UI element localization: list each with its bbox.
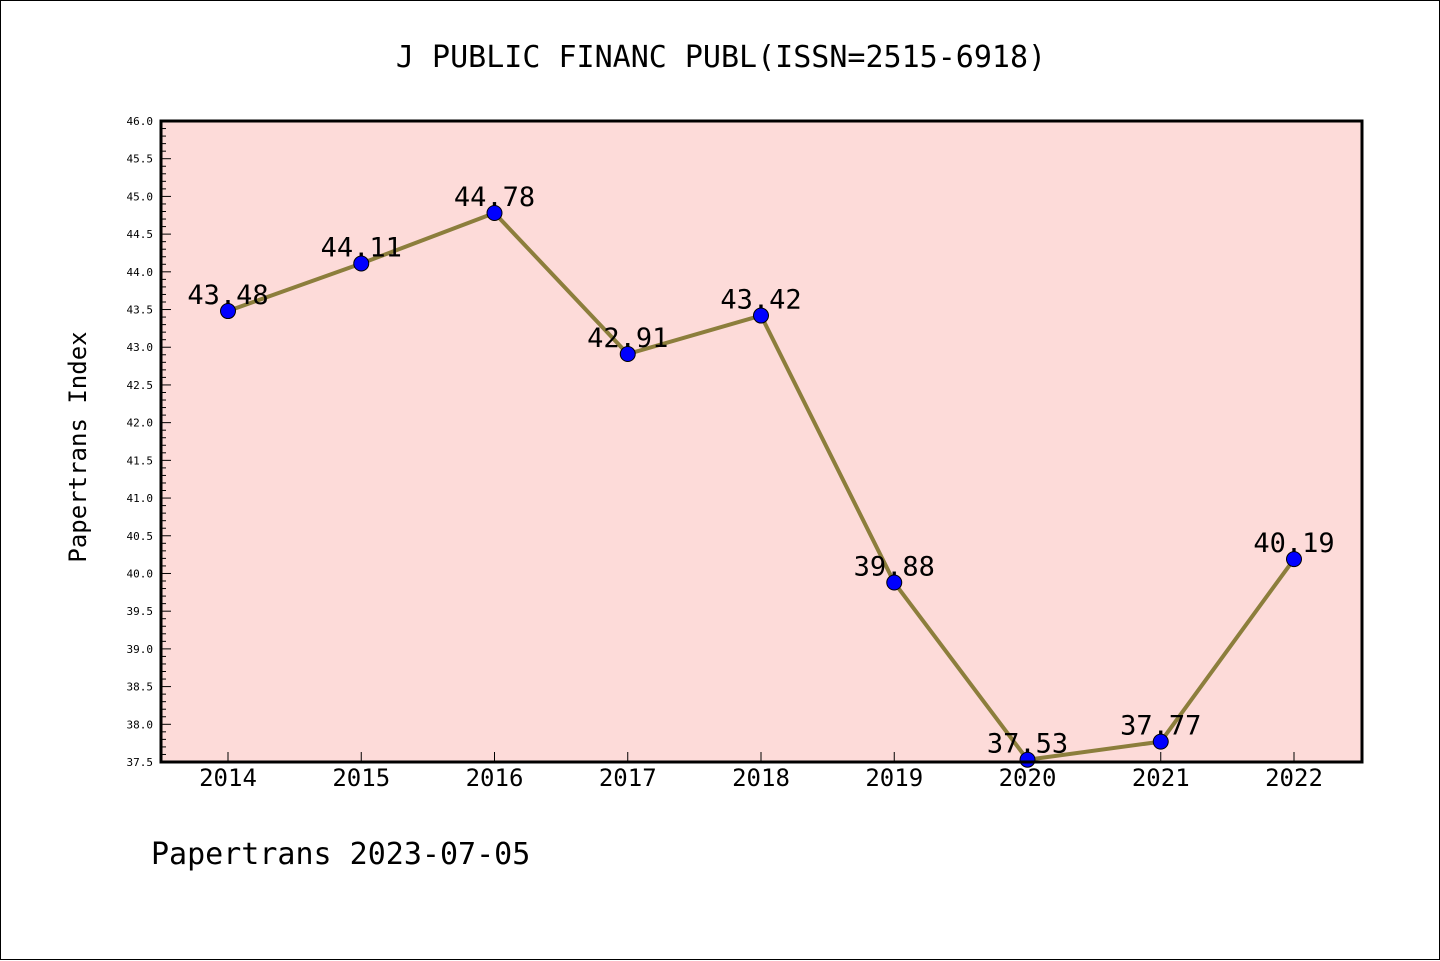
x-axis: 2014 2015 2016 2017 2018 2019 2020 2021 2022: [199, 752, 1323, 792]
data-label: 44.11: [321, 233, 402, 264]
y-tick-label: 43.0: [127, 341, 154, 354]
y-axis-label: Papertrans Index: [64, 331, 92, 562]
x-tick-label: 2020: [999, 764, 1057, 792]
y-tick-label: 43.5: [127, 304, 154, 317]
y-tick-label: 40.5: [127, 530, 154, 543]
plot-area: [161, 121, 1362, 762]
data-point-marker: [353, 255, 370, 272]
x-tick-label: 2016: [466, 764, 524, 792]
x-tick-label: 2015: [332, 764, 390, 792]
y-tick-label: 37.5: [127, 756, 154, 769]
y-tick-label: 45.0: [127, 190, 154, 203]
y-tick-label: 38.0: [127, 718, 154, 731]
data-point-marker: [619, 346, 636, 363]
y-tick-label: 42.0: [127, 417, 154, 430]
y-tick-label: 45.5: [127, 153, 154, 166]
y-tick-label: 44.0: [127, 266, 154, 279]
x-tick-label: 2017: [599, 764, 657, 792]
data-labels-group: 43.48 44.11 44.78 42.91 43.42 39.88 37.53 37.77…: [187, 182, 1334, 760]
data-point-marker: [1152, 733, 1169, 750]
data-point-marker: [220, 303, 236, 320]
y-axis: 37.5 38.0 38.5 39.0 39.5 40.0 40.5 41.0 41.5 42.0…: [127, 115, 171, 769]
y-tick-label: 39.0: [127, 643, 154, 656]
series-group: [220, 205, 1302, 768]
y-tick-label: 41.5: [127, 454, 154, 467]
x-tick-label: 2021: [1132, 764, 1190, 792]
x-tick-label: 2014: [199, 764, 257, 792]
y-tick-label: 44.5: [127, 228, 154, 241]
y-tick-label: 38.5: [127, 681, 154, 694]
x-tick-label: 2018: [732, 764, 790, 792]
data-label: 44.78: [454, 182, 535, 213]
data-label: 40.19: [1253, 528, 1334, 559]
x-tick-label: 2022: [1265, 764, 1323, 792]
plot-border: [159, 119, 1364, 764]
y-tick-label: 40.0: [127, 567, 154, 580]
data-point-marker: [486, 205, 503, 222]
y-tick-label: 46.0: [127, 115, 154, 128]
data-point-marker: [886, 574, 903, 591]
data-label: 42.91: [587, 323, 668, 354]
y-tick-label: 42.5: [127, 379, 154, 392]
data-label: 39.88: [854, 552, 935, 583]
data-point-marker: [753, 307, 769, 324]
data-label: 43.42: [720, 285, 801, 316]
y-tick-label: 39.5: [127, 605, 154, 618]
x-tick-label: 2019: [865, 764, 923, 792]
data-label: 43.48: [187, 280, 268, 311]
data-label: 37.53: [987, 729, 1068, 760]
y-tick-label: 41.0: [127, 492, 154, 505]
data-label: 37.77: [1120, 711, 1201, 742]
data-point-marker: [1286, 551, 1302, 568]
footer-caption: Papertrans 2023-07-05: [151, 837, 530, 872]
chart-title: J PUBLIC FINANC PUBL(ISSN=2515-6918): [396, 40, 1046, 75]
